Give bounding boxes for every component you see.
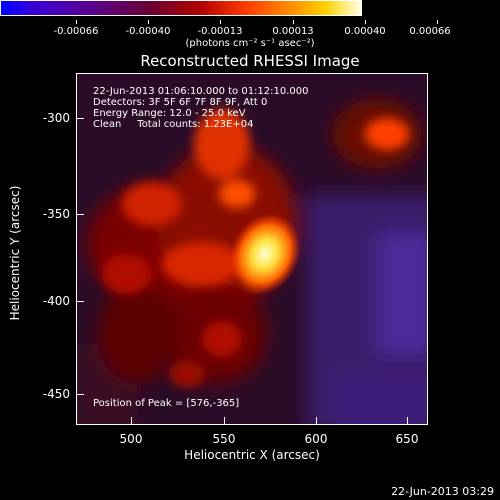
- y-axis-label: Heliocentric Y (arcsec): [8, 185, 22, 321]
- x-axis-label: Heliocentric X (arcsec): [184, 448, 320, 462]
- colorbar-tick: [293, 20, 294, 24]
- x-tick-label: 500: [119, 432, 143, 446]
- y-tickmark: [76, 301, 84, 302]
- colorbar-label: 0.00040: [344, 26, 386, 37]
- colorbar-label: -0.00066: [53, 26, 99, 37]
- info-energy-range: Energy Range: 12.0 - 25.0 keV: [93, 108, 246, 119]
- y-tick-label: -450: [42, 387, 70, 401]
- colorbar-units: (photons cm⁻² s⁻¹ asec⁻²): [185, 38, 315, 49]
- info-time-range: 22-Jun-2013 01:06:10.000 to 01:12:10.000: [93, 86, 309, 97]
- colorbar-tick: [437, 20, 438, 24]
- y-tickmark: [76, 214, 84, 215]
- colorbar-label: -0.00040: [125, 26, 171, 37]
- x-tickmark: [316, 417, 317, 425]
- x-tickmark: [407, 417, 408, 425]
- x-tickmark: [131, 417, 132, 425]
- plot-timestamp: 22-Jun-2013 03:29: [391, 485, 494, 498]
- y-tick-label: -300: [42, 111, 70, 125]
- colorbar-label: 0.00013: [272, 26, 314, 37]
- colorbar: [0, 0, 362, 16]
- colorbar-label: -0.00013: [197, 26, 243, 37]
- y-tickmark: [76, 118, 84, 119]
- y-tick-label: -350: [42, 207, 70, 221]
- rhessi-image: [77, 74, 427, 424]
- rhessi-image-plot: 22-Jun-2013 01:06:10.000 to 01:12:10.000…: [76, 73, 428, 425]
- info-peak-position: Position of Peak = [576,-365]: [93, 398, 240, 409]
- colorbar-label: 0.00066: [409, 26, 451, 37]
- y-tickmark: [76, 394, 84, 395]
- info-detectors: Detectors: 3F 5F 6F 7F 8F 9F, Att 0: [93, 97, 268, 108]
- y-tick-label: -400: [42, 294, 70, 308]
- x-tick-label: 600: [304, 432, 328, 446]
- image-title: Reconstructed RHESSI Image: [140, 52, 360, 70]
- x-tickmark: [224, 417, 225, 425]
- colorbar-tick: [76, 20, 77, 24]
- x-tick-label: 650: [395, 432, 419, 446]
- colorbar-tick: [220, 20, 221, 24]
- colorbar-tick: [365, 20, 366, 24]
- colorbar-tick: [148, 20, 149, 24]
- x-tick-label: 550: [212, 432, 236, 446]
- info-clean-counts: Clean Total counts: 1.23E+04: [93, 119, 254, 130]
